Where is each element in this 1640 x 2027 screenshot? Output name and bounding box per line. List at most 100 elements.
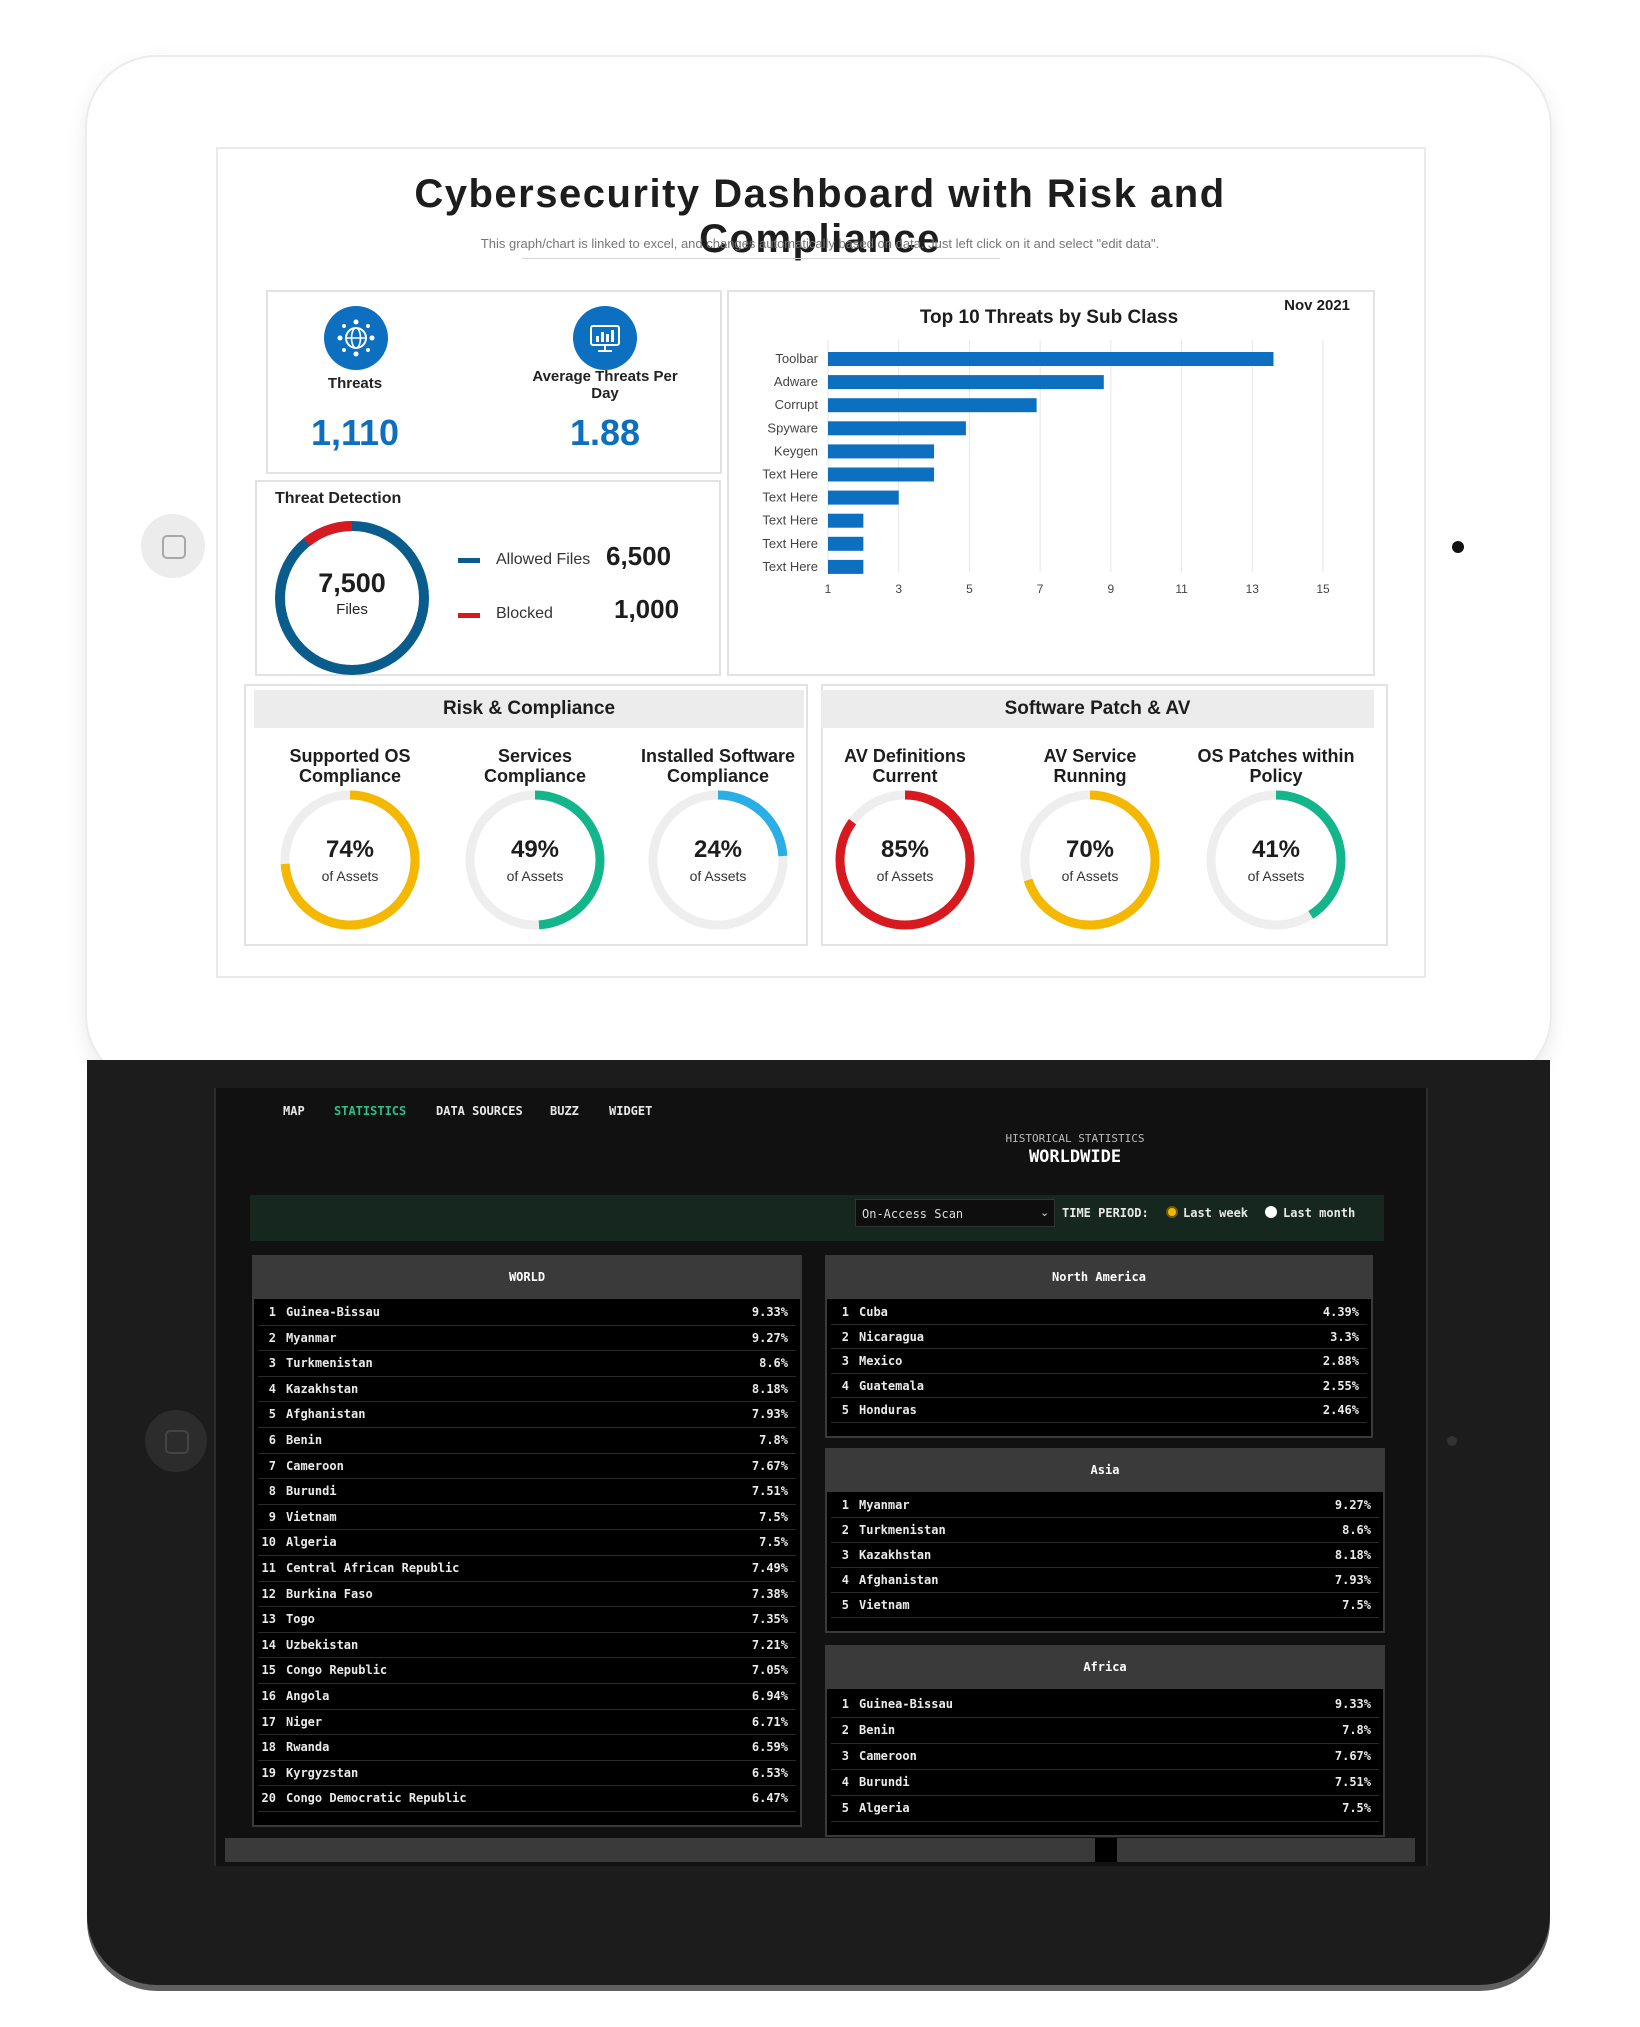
kpi-avg-value: 1.88 [569, 412, 641, 453]
rank-cell: 2 [268, 1330, 276, 1345]
country-cell: Turkmenistan [859, 1523, 946, 1537]
nav-data-sources[interactable]: DATA SOURCES [436, 1104, 523, 1118]
radio-last-month[interactable] [1265, 1206, 1277, 1218]
gauge-percent: 24% [693, 836, 743, 863]
nav-widget[interactable]: WIDGET [609, 1104, 653, 1118]
percent-cell: 7.93% [1334, 1573, 1371, 1587]
country-cell: Kazakhstan [286, 1381, 359, 1396]
radio-last-month-label: Last month [1283, 1206, 1356, 1220]
scan-type-select[interactable]: On-Access Scan [855, 1199, 1055, 1227]
percent-cell: 8.6% [759, 1356, 788, 1371]
gauge-percent: 74% [325, 836, 375, 863]
percent-cell: 2.46% [1322, 1403, 1359, 1417]
row-divider [831, 1323, 1367, 1325]
rank-cell: 19 [261, 1765, 276, 1780]
bar [828, 375, 1104, 390]
rank-cell: 1 [841, 1305, 849, 1319]
country-cell: Vietnam [859, 1598, 910, 1612]
row-divider [831, 1617, 1379, 1618]
row-divider [831, 1397, 1367, 1398]
country-cell: Afghanistan [859, 1573, 939, 1587]
gauge-title-line2: Running [1053, 766, 1127, 786]
blocked-value: 1,000 [614, 594, 680, 624]
row-divider [258, 1452, 796, 1454]
top-threats-bar-chart: 1 3 5 7 9 11 13 15ToolbarAdwareCorruptSpywareKe… [762, 340, 1330, 596]
row-divider [258, 1401, 796, 1403]
subtitle-divider [522, 258, 1000, 259]
x-tick-label: 3 [895, 582, 902, 596]
row-divider [258, 1708, 796, 1710]
country-cell: Guinea-Bissau [859, 1697, 953, 1711]
home-button-dark[interactable] [145, 1410, 207, 1472]
bottom-divider [1095, 1838, 1117, 1862]
rank-cell: 3 [841, 1749, 849, 1763]
percent-cell: 9.33% [1334, 1697, 1371, 1711]
gauge-percent: 49% [510, 836, 560, 863]
gauge-arc [1206, 790, 1346, 930]
gauge-title: Supported OS Compliance [245, 746, 455, 786]
percent-cell: 6.53% [751, 1765, 788, 1780]
blocked-label: Blocked [496, 605, 553, 622]
category-label: Text Here [762, 490, 818, 505]
row-divider [831, 1372, 1367, 1374]
home-button[interactable] [141, 514, 205, 578]
country-cell: Algeria [286, 1535, 337, 1550]
network-globe-icon [324, 306, 388, 370]
row-divider [258, 1375, 796, 1377]
software-patch-header: Software Patch & AV [821, 690, 1374, 728]
country-cell: Mexico [859, 1354, 903, 1368]
rank-cell: 14 [261, 1637, 276, 1652]
percent-cell: 7.05% [751, 1663, 788, 1678]
percent-cell: 8.18% [1334, 1548, 1371, 1562]
rank-cell: 5 [841, 1598, 849, 1612]
country-cell: Kazakhstan [859, 1548, 932, 1562]
nav-statistics[interactable]: STATISTICS [334, 1104, 407, 1118]
row-divider [831, 1542, 1379, 1543]
row-divider [258, 1631, 796, 1633]
row-divider [258, 1580, 796, 1582]
category-label: Adware [774, 374, 818, 389]
compliance-gauge [1206, 790, 1346, 930]
country-cell: Honduras [859, 1403, 917, 1417]
row-divider [831, 1795, 1379, 1796]
country-cell: Myanmar [286, 1330, 337, 1345]
country-cell: Myanmar [859, 1498, 910, 1512]
gauge-arc [1020, 790, 1160, 930]
panel-header: WORLD [252, 1255, 802, 1299]
blocked-arc [303, 521, 353, 547]
historical-label: HISTORICAL STATISTICS [1005, 1132, 1145, 1145]
percent-cell: 6.47% [751, 1791, 788, 1806]
country-cell: Burundi [859, 1775, 910, 1789]
category-label: Text Here [762, 559, 818, 574]
rank-cell: 15 [261, 1663, 276, 1678]
percent-cell: 2.55% [1322, 1378, 1359, 1393]
row-divider [831, 1743, 1379, 1744]
nav-map[interactable]: MAP [283, 1104, 305, 1118]
percent-cell: 6.71% [751, 1714, 788, 1729]
country-cell: Rwanda [286, 1740, 330, 1755]
rank-cell: 1 [268, 1305, 276, 1319]
gauge-title: OS Patches within Policy [1171, 746, 1381, 786]
gauge-title: AV Definitions Current [800, 746, 1010, 786]
row-divider [258, 1427, 796, 1428]
gauge-title-line1: Supported OS [289, 746, 411, 766]
gauge-title-line2: Compliance [666, 766, 770, 786]
rank-cell: 16 [261, 1689, 276, 1703]
gauge-title: AV Service Running [985, 746, 1195, 786]
x-tick-label: 11 [1175, 582, 1188, 596]
radio-last-week[interactable] [1166, 1206, 1178, 1218]
percent-cell: 7.5% [759, 1509, 788, 1524]
percent-cell: 7.67% [751, 1458, 788, 1473]
rank-cell: 2 [841, 1329, 849, 1344]
rank-cell: 3 [841, 1548, 849, 1562]
x-tick-label: 1 [825, 582, 832, 596]
threat-total-value: 7,500 [318, 568, 386, 598]
country-cell: Cameroon [859, 1749, 917, 1763]
percent-cell: 8.18% [751, 1381, 788, 1396]
row-divider [831, 1592, 1379, 1593]
percent-cell: 6.94% [751, 1689, 788, 1703]
percent-cell: 7.5% [1342, 1598, 1371, 1612]
page-subtitle: This graph/chart is linked to excel, and… [480, 236, 1160, 251]
blocked-swatch [458, 613, 480, 618]
nav-buzz[interactable]: BUZZ [550, 1104, 579, 1118]
